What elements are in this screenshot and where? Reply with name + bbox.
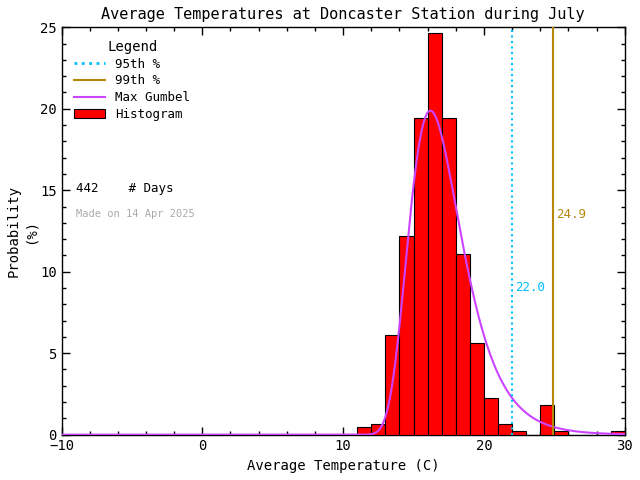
Bar: [484, 397, 498, 434]
X-axis label: Average Temperature (C): Average Temperature (C): [247, 459, 440, 473]
Y-axis label: Probability
(%): Probability (%): [7, 185, 37, 277]
Bar: [498, 423, 512, 434]
Bar: [470, 343, 484, 434]
Bar: [413, 118, 428, 434]
Bar: [399, 236, 413, 434]
Bar: [611, 431, 625, 434]
Text: 24.9: 24.9: [556, 208, 586, 221]
Bar: [442, 118, 456, 434]
Bar: [385, 335, 399, 434]
Bar: [456, 254, 470, 434]
Bar: [512, 431, 526, 434]
Bar: [428, 33, 442, 434]
Text: 22.0: 22.0: [515, 281, 545, 295]
Title: Average Temperatures at Doncaster Station during July: Average Temperatures at Doncaster Statio…: [101, 7, 585, 22]
Bar: [371, 423, 385, 434]
Bar: [357, 427, 371, 434]
Text: Made on 14 Apr 2025: Made on 14 Apr 2025: [76, 209, 195, 219]
Bar: [540, 405, 554, 434]
Text: 442    # Days: 442 # Days: [76, 182, 173, 195]
Bar: [554, 431, 568, 434]
Legend: 95th %, 99th %, Max Gumbel, Histogram: 95th %, 99th %, Max Gumbel, Histogram: [68, 34, 196, 127]
